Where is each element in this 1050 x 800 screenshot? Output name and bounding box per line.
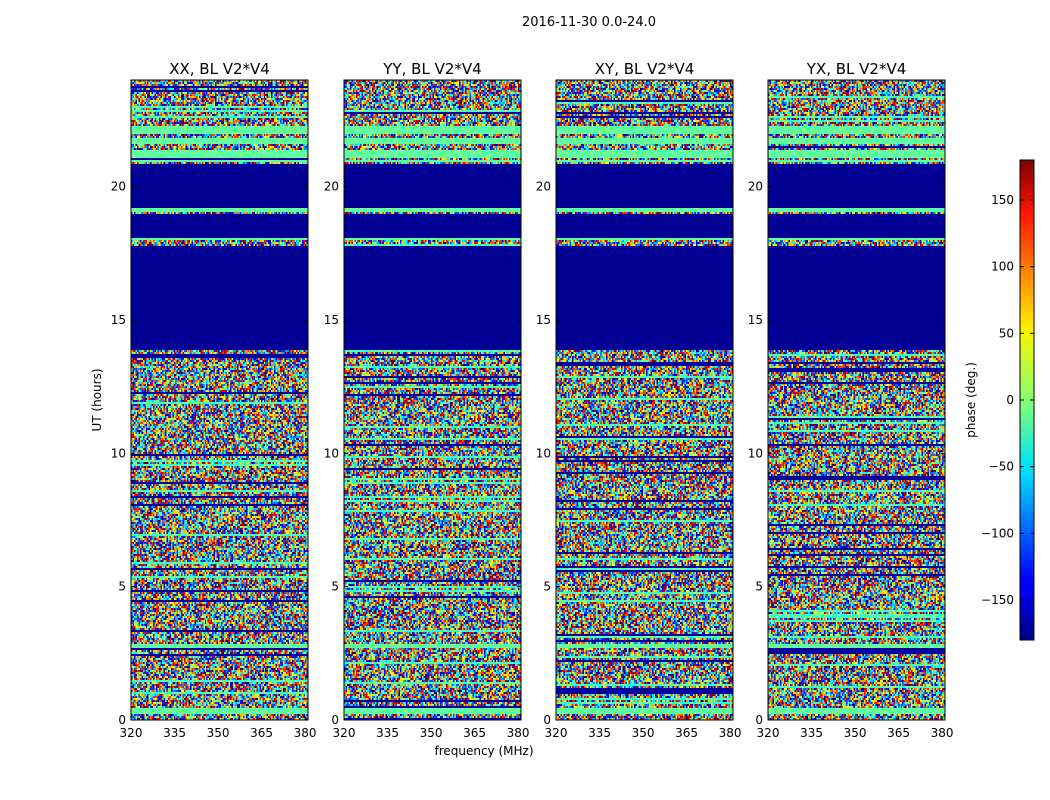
panel-3: XY, BL V2*V4 0 5 10 15 20 320 335 350 365 380 — [536, 60, 742, 740]
y-tick-label: 20 — [536, 180, 551, 194]
colorbar-tick-label: −150 — [981, 593, 1014, 607]
x-axis-label: frequency (MHz) — [434, 744, 533, 758]
x-tick-label: 335 — [800, 726, 823, 740]
y-tick-label: 10 — [111, 446, 126, 460]
panel-heatmap — [768, 80, 945, 720]
panel-1: XX, BL V2*V4 0 5 10 15 20 320 335 350 365 380 — [111, 60, 317, 740]
panel-title: YX, BL V2*V4 — [806, 60, 907, 78]
x-tick-label: 335 — [588, 726, 611, 740]
panel-title: XY, BL V2*V4 — [595, 60, 695, 78]
panel-frame — [555, 79, 734, 721]
x-tick-label: 380 — [719, 726, 742, 740]
panel-2: YY, BL V2*V4 0 5 10 15 20 320 335 350 365 380 — [324, 60, 530, 740]
y-tick-label: 15 — [536, 313, 551, 327]
y-tick-label: 0 — [331, 713, 339, 727]
x-tick-label: 365 — [887, 726, 910, 740]
x-tick-label: 335 — [376, 726, 399, 740]
colorbar-tick-label: 50 — [999, 326, 1014, 340]
x-tick-label: 350 — [207, 726, 230, 740]
panel-frame — [130, 79, 309, 721]
y-tick-label: 20 — [111, 180, 126, 194]
x-tick-label: 320 — [545, 726, 568, 740]
colorbar-tick-label: 150 — [991, 193, 1014, 207]
colorbar-tick-label: −50 — [989, 460, 1014, 474]
panel-4: YX, BL V2*V4 0 5 10 15 20 320 335 350 365 380 — [748, 60, 954, 740]
panel-title: YY, BL V2*V4 — [382, 60, 481, 78]
x-tick-label: 335 — [163, 726, 186, 740]
y-tick-label: 10 — [748, 446, 763, 460]
panel-title: XX, BL V2*V4 — [169, 60, 270, 78]
x-tick-label: 365 — [463, 726, 486, 740]
x-tick-label: 365 — [250, 726, 273, 740]
figure-title: 2016-11-30 0.0-24.0 — [522, 15, 656, 30]
y-tick-label: 10 — [324, 446, 339, 460]
panel-heatmap — [344, 80, 521, 720]
x-tick-label: 380 — [294, 726, 317, 740]
colorbar-label: phase (deg.) — [964, 362, 978, 438]
panel-frame — [767, 79, 946, 721]
x-tick-label: 365 — [675, 726, 698, 740]
y-tick-label: 5 — [331, 580, 339, 594]
y-tick-label: 0 — [118, 713, 126, 727]
y-tick-label: 20 — [324, 180, 339, 194]
y-tick-label: 5 — [543, 580, 551, 594]
x-tick-label: 350 — [632, 726, 655, 740]
y-tick-label: 10 — [536, 446, 551, 460]
colorbar-tick-label: −100 — [981, 526, 1014, 540]
y-tick-label: 15 — [111, 313, 126, 327]
y-tick-label: 0 — [543, 713, 551, 727]
y-tick-label: 5 — [755, 580, 763, 594]
x-tick-label: 380 — [507, 726, 530, 740]
x-tick-label: 320 — [333, 726, 356, 740]
x-tick-label: 350 — [420, 726, 443, 740]
x-tick-label: 320 — [757, 726, 780, 740]
panel-heatmap — [556, 80, 733, 720]
y-tick-label: 0 — [755, 713, 763, 727]
x-tick-label: 350 — [844, 726, 867, 740]
y-tick-label: 5 — [118, 580, 126, 594]
colorbar: 150 100 50 0 −50 −100 −150 phase (deg.) — [964, 159, 1035, 641]
colorbar-ticks: 150 100 50 0 −50 −100 −150 — [981, 193, 1034, 607]
y-tick-label: 15 — [748, 313, 763, 327]
panel-frame — [343, 79, 522, 721]
x-tick-label: 320 — [120, 726, 143, 740]
y-axis-label: UT (hours) — [90, 368, 104, 431]
y-tick-label: 20 — [748, 180, 763, 194]
panel-heatmap — [131, 80, 308, 720]
x-tick-label: 380 — [931, 726, 954, 740]
y-tick-label: 15 — [324, 313, 339, 327]
colorbar-tick-label: 0 — [1006, 393, 1014, 407]
colorbar-tick-label: 100 — [991, 260, 1014, 274]
